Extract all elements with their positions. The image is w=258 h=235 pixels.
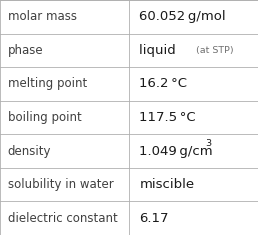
Text: molar mass: molar mass (8, 10, 77, 23)
Text: dielectric constant: dielectric constant (8, 212, 117, 225)
Text: 16.2 °C: 16.2 °C (139, 77, 187, 90)
Text: 60.052 g/mol: 60.052 g/mol (139, 10, 226, 23)
Text: miscible: miscible (139, 178, 195, 191)
Text: (at STP): (at STP) (196, 46, 234, 55)
Text: boiling point: boiling point (8, 111, 82, 124)
Text: liquid: liquid (139, 44, 180, 57)
Text: 6.17: 6.17 (139, 212, 169, 225)
Text: 117.5 °C: 117.5 °C (139, 111, 196, 124)
Text: 3: 3 (205, 139, 211, 148)
Text: phase: phase (8, 44, 43, 57)
Text: 1.049 g/cm: 1.049 g/cm (139, 145, 213, 158)
Text: melting point: melting point (8, 77, 87, 90)
Text: solubility in water: solubility in water (8, 178, 114, 191)
Text: density: density (8, 145, 51, 158)
